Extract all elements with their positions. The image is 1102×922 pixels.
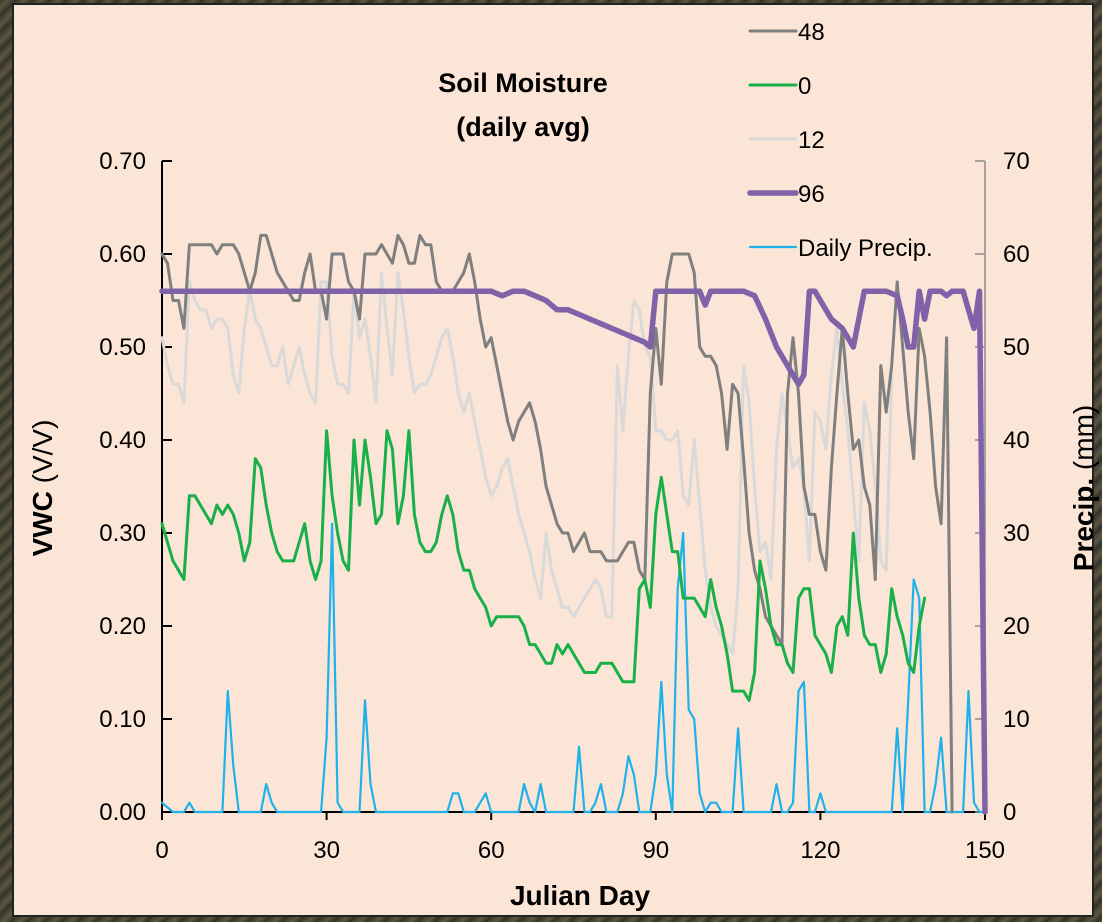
y-tick-label: 0.70 (99, 148, 146, 175)
y2-tick-label: 30 (1003, 520, 1030, 547)
y-tick-label: 0.10 (99, 706, 146, 733)
y-axis-title-unit: (V/V) (27, 420, 58, 484)
y-tick-label: 0.50 (99, 334, 146, 361)
legend-label: 0 (798, 73, 811, 100)
y-axis-title-bold: VWC (27, 491, 58, 556)
series-line-0 (160, 429, 927, 702)
legend-label: Daily Precip. (798, 235, 933, 262)
x-tick-label: 150 (965, 837, 1005, 864)
y-axis-title: VWC (V/V) (27, 420, 58, 557)
y2-axis-title-bold: Precip. (1068, 478, 1099, 571)
series-line-daily-precip (160, 522, 987, 814)
x-axis-title: Julian Day (510, 880, 650, 911)
series-layer (159, 233, 988, 815)
y2-axis-title: Precip. (mm) (1068, 405, 1099, 571)
y2-tick-label: 70 (1003, 148, 1030, 175)
chart-title-line1: Soil Moisture (438, 68, 608, 98)
x-tick-label: 0 (155, 837, 168, 864)
legend-label: 12 (798, 127, 825, 154)
y-tick-label: 0.00 (99, 799, 146, 826)
x-tick-label: 60 (478, 837, 505, 864)
y2-tick-label: 60 (1003, 241, 1030, 268)
y2-tick-label: 50 (1003, 334, 1030, 361)
y2-tick-label: 0 (1003, 799, 1016, 826)
x-tick-label: 30 (313, 837, 340, 864)
y-tick-label: 0.40 (99, 427, 146, 454)
legend-label: 48 (798, 19, 825, 46)
legend: 48 0 12 96 Daily Precip. (747, 19, 933, 262)
x-tick-label: 90 (642, 837, 669, 864)
y-tick-label: 0.30 (99, 520, 146, 547)
y-tick-label: 0.60 (99, 241, 146, 268)
y2-axis-title-unit: (mm) (1068, 405, 1099, 470)
y-tick-label: 0.20 (99, 613, 146, 640)
x-tick-label: 120 (800, 837, 840, 864)
series-line-12 (160, 271, 894, 656)
series-line-48 (160, 233, 954, 814)
series-line-96 (159, 288, 988, 815)
chart-title-line2: (daily avg) (456, 112, 590, 142)
y2-tick-label: 10 (1003, 706, 1030, 733)
y2-tick-label: 20 (1003, 613, 1030, 640)
y2-tick-label: 40 (1003, 427, 1030, 454)
legend-label: 96 (798, 181, 825, 208)
